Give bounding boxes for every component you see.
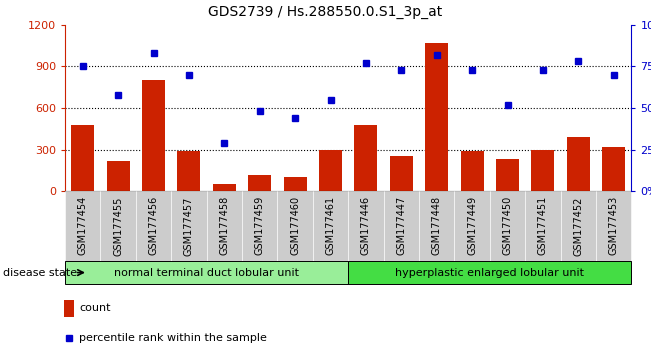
FancyBboxPatch shape xyxy=(419,191,454,278)
Text: percentile rank within the sample: percentile rank within the sample xyxy=(79,333,267,343)
Text: GSM177459: GSM177459 xyxy=(255,196,265,255)
Bar xyxy=(72,125,94,191)
FancyBboxPatch shape xyxy=(313,191,348,278)
Text: count: count xyxy=(79,303,111,313)
Text: GSM177447: GSM177447 xyxy=(396,196,406,255)
Bar xyxy=(319,150,342,191)
FancyBboxPatch shape xyxy=(207,191,242,278)
FancyBboxPatch shape xyxy=(171,191,207,278)
FancyBboxPatch shape xyxy=(65,191,100,278)
Text: GSM177449: GSM177449 xyxy=(467,196,477,255)
Bar xyxy=(64,300,74,316)
Text: GSM177453: GSM177453 xyxy=(609,196,618,255)
FancyBboxPatch shape xyxy=(490,191,525,278)
Text: GSM177455: GSM177455 xyxy=(113,196,123,256)
Bar xyxy=(390,156,413,191)
Text: GSM177460: GSM177460 xyxy=(290,196,300,255)
Text: hyperplastic enlarged lobular unit: hyperplastic enlarged lobular unit xyxy=(395,268,585,278)
Bar xyxy=(284,177,307,191)
Bar xyxy=(213,183,236,191)
Text: GDS2739 / Hs.288550.0.S1_3p_at: GDS2739 / Hs.288550.0.S1_3p_at xyxy=(208,5,443,19)
Bar xyxy=(496,159,519,191)
FancyBboxPatch shape xyxy=(277,191,313,278)
FancyBboxPatch shape xyxy=(348,191,383,278)
FancyBboxPatch shape xyxy=(136,191,171,278)
Bar xyxy=(461,151,484,191)
Text: GSM177451: GSM177451 xyxy=(538,196,548,255)
Bar xyxy=(531,149,555,191)
FancyBboxPatch shape xyxy=(383,191,419,278)
Text: GSM177446: GSM177446 xyxy=(361,196,371,255)
Text: GSM177461: GSM177461 xyxy=(326,196,335,255)
Text: disease state: disease state xyxy=(3,268,77,278)
Text: GSM177452: GSM177452 xyxy=(574,196,583,256)
Bar xyxy=(355,125,378,191)
Bar xyxy=(567,137,590,191)
Text: GSM177454: GSM177454 xyxy=(78,196,88,255)
FancyBboxPatch shape xyxy=(561,191,596,278)
FancyBboxPatch shape xyxy=(454,191,490,278)
Bar xyxy=(65,261,348,284)
Text: GSM177448: GSM177448 xyxy=(432,196,442,255)
Bar xyxy=(602,147,625,191)
Bar xyxy=(248,175,271,191)
FancyBboxPatch shape xyxy=(242,191,277,278)
Text: GSM177458: GSM177458 xyxy=(219,196,229,255)
Bar xyxy=(425,43,449,191)
FancyBboxPatch shape xyxy=(100,191,136,278)
Bar xyxy=(348,261,631,284)
Text: GSM177457: GSM177457 xyxy=(184,196,194,256)
Text: normal terminal duct lobular unit: normal terminal duct lobular unit xyxy=(114,268,299,278)
FancyBboxPatch shape xyxy=(525,191,561,278)
Text: GSM177456: GSM177456 xyxy=(148,196,159,255)
Text: GSM177450: GSM177450 xyxy=(503,196,512,255)
Bar xyxy=(178,151,201,191)
Bar xyxy=(107,161,130,191)
FancyBboxPatch shape xyxy=(596,191,631,278)
Bar xyxy=(142,80,165,191)
